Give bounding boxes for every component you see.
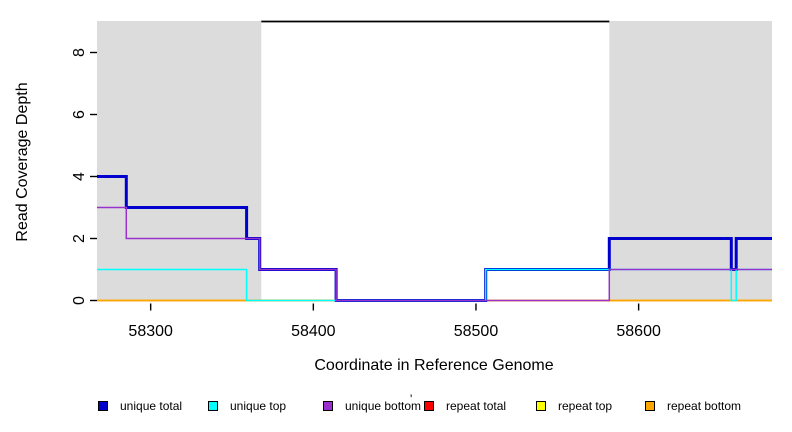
legend-label: repeat total <box>446 399 507 413</box>
y-tick-label: 4 <box>71 172 88 181</box>
legend-swatch-unique-bottom <box>323 401 333 411</box>
legend: unique total unique top unique bottom repea… <box>0 398 792 420</box>
series-line-unique-bottom <box>97 206 772 302</box>
x-tick-label: 58500 <box>454 323 499 340</box>
y-tick-label: 6 <box>71 110 88 119</box>
legend-label: repeat top <box>558 399 613 413</box>
legend-item-repeat-top: repeat top <box>536 398 612 414</box>
x-axis-title: Coordinate in Reference Genome <box>314 357 553 374</box>
legend-swatch-repeat-top <box>536 401 546 411</box>
right-gray-region <box>609 21 772 302</box>
series-layer <box>97 20 772 302</box>
x-tick-label: 58400 <box>291 323 336 340</box>
legend-label: unique bottom <box>345 399 422 413</box>
left-gray-region <box>97 21 262 302</box>
axes-layer: 58300 58400 58500 58600 0 2 4 6 8 <box>71 48 661 340</box>
y-tick-label: 0 <box>71 296 88 305</box>
y-tick-label: 8 <box>71 48 88 57</box>
x-tick-label: 58600 <box>616 323 661 340</box>
legend-item-unique-total: unique total <box>98 398 182 414</box>
legend-item-repeat-total: repeat total <box>424 398 506 414</box>
stray-mark: ' <box>410 392 413 406</box>
legend-label: repeat bottom <box>667 399 742 413</box>
legend-swatch-unique-top <box>208 401 218 411</box>
legend-item-unique-top: unique top <box>208 398 286 414</box>
y-tick-label: 2 <box>71 234 88 243</box>
x-tick-label: 58300 <box>128 323 173 340</box>
shaded-regions-layer <box>97 21 772 302</box>
legend-item-unique-bottom: unique bottom <box>323 398 421 414</box>
legend-label: unique total <box>120 399 183 413</box>
y-axis-title: Read Coverage Depth <box>14 82 31 241</box>
series-line-unique-top <box>97 268 772 302</box>
legend-swatch-unique-total <box>98 401 108 411</box>
legend-swatch-repeat-total <box>424 401 434 411</box>
legend-label: unique top <box>230 399 287 413</box>
legend-item-repeat-bottom: repeat bottom <box>645 398 741 414</box>
legend-swatch-repeat-bottom <box>645 401 655 411</box>
